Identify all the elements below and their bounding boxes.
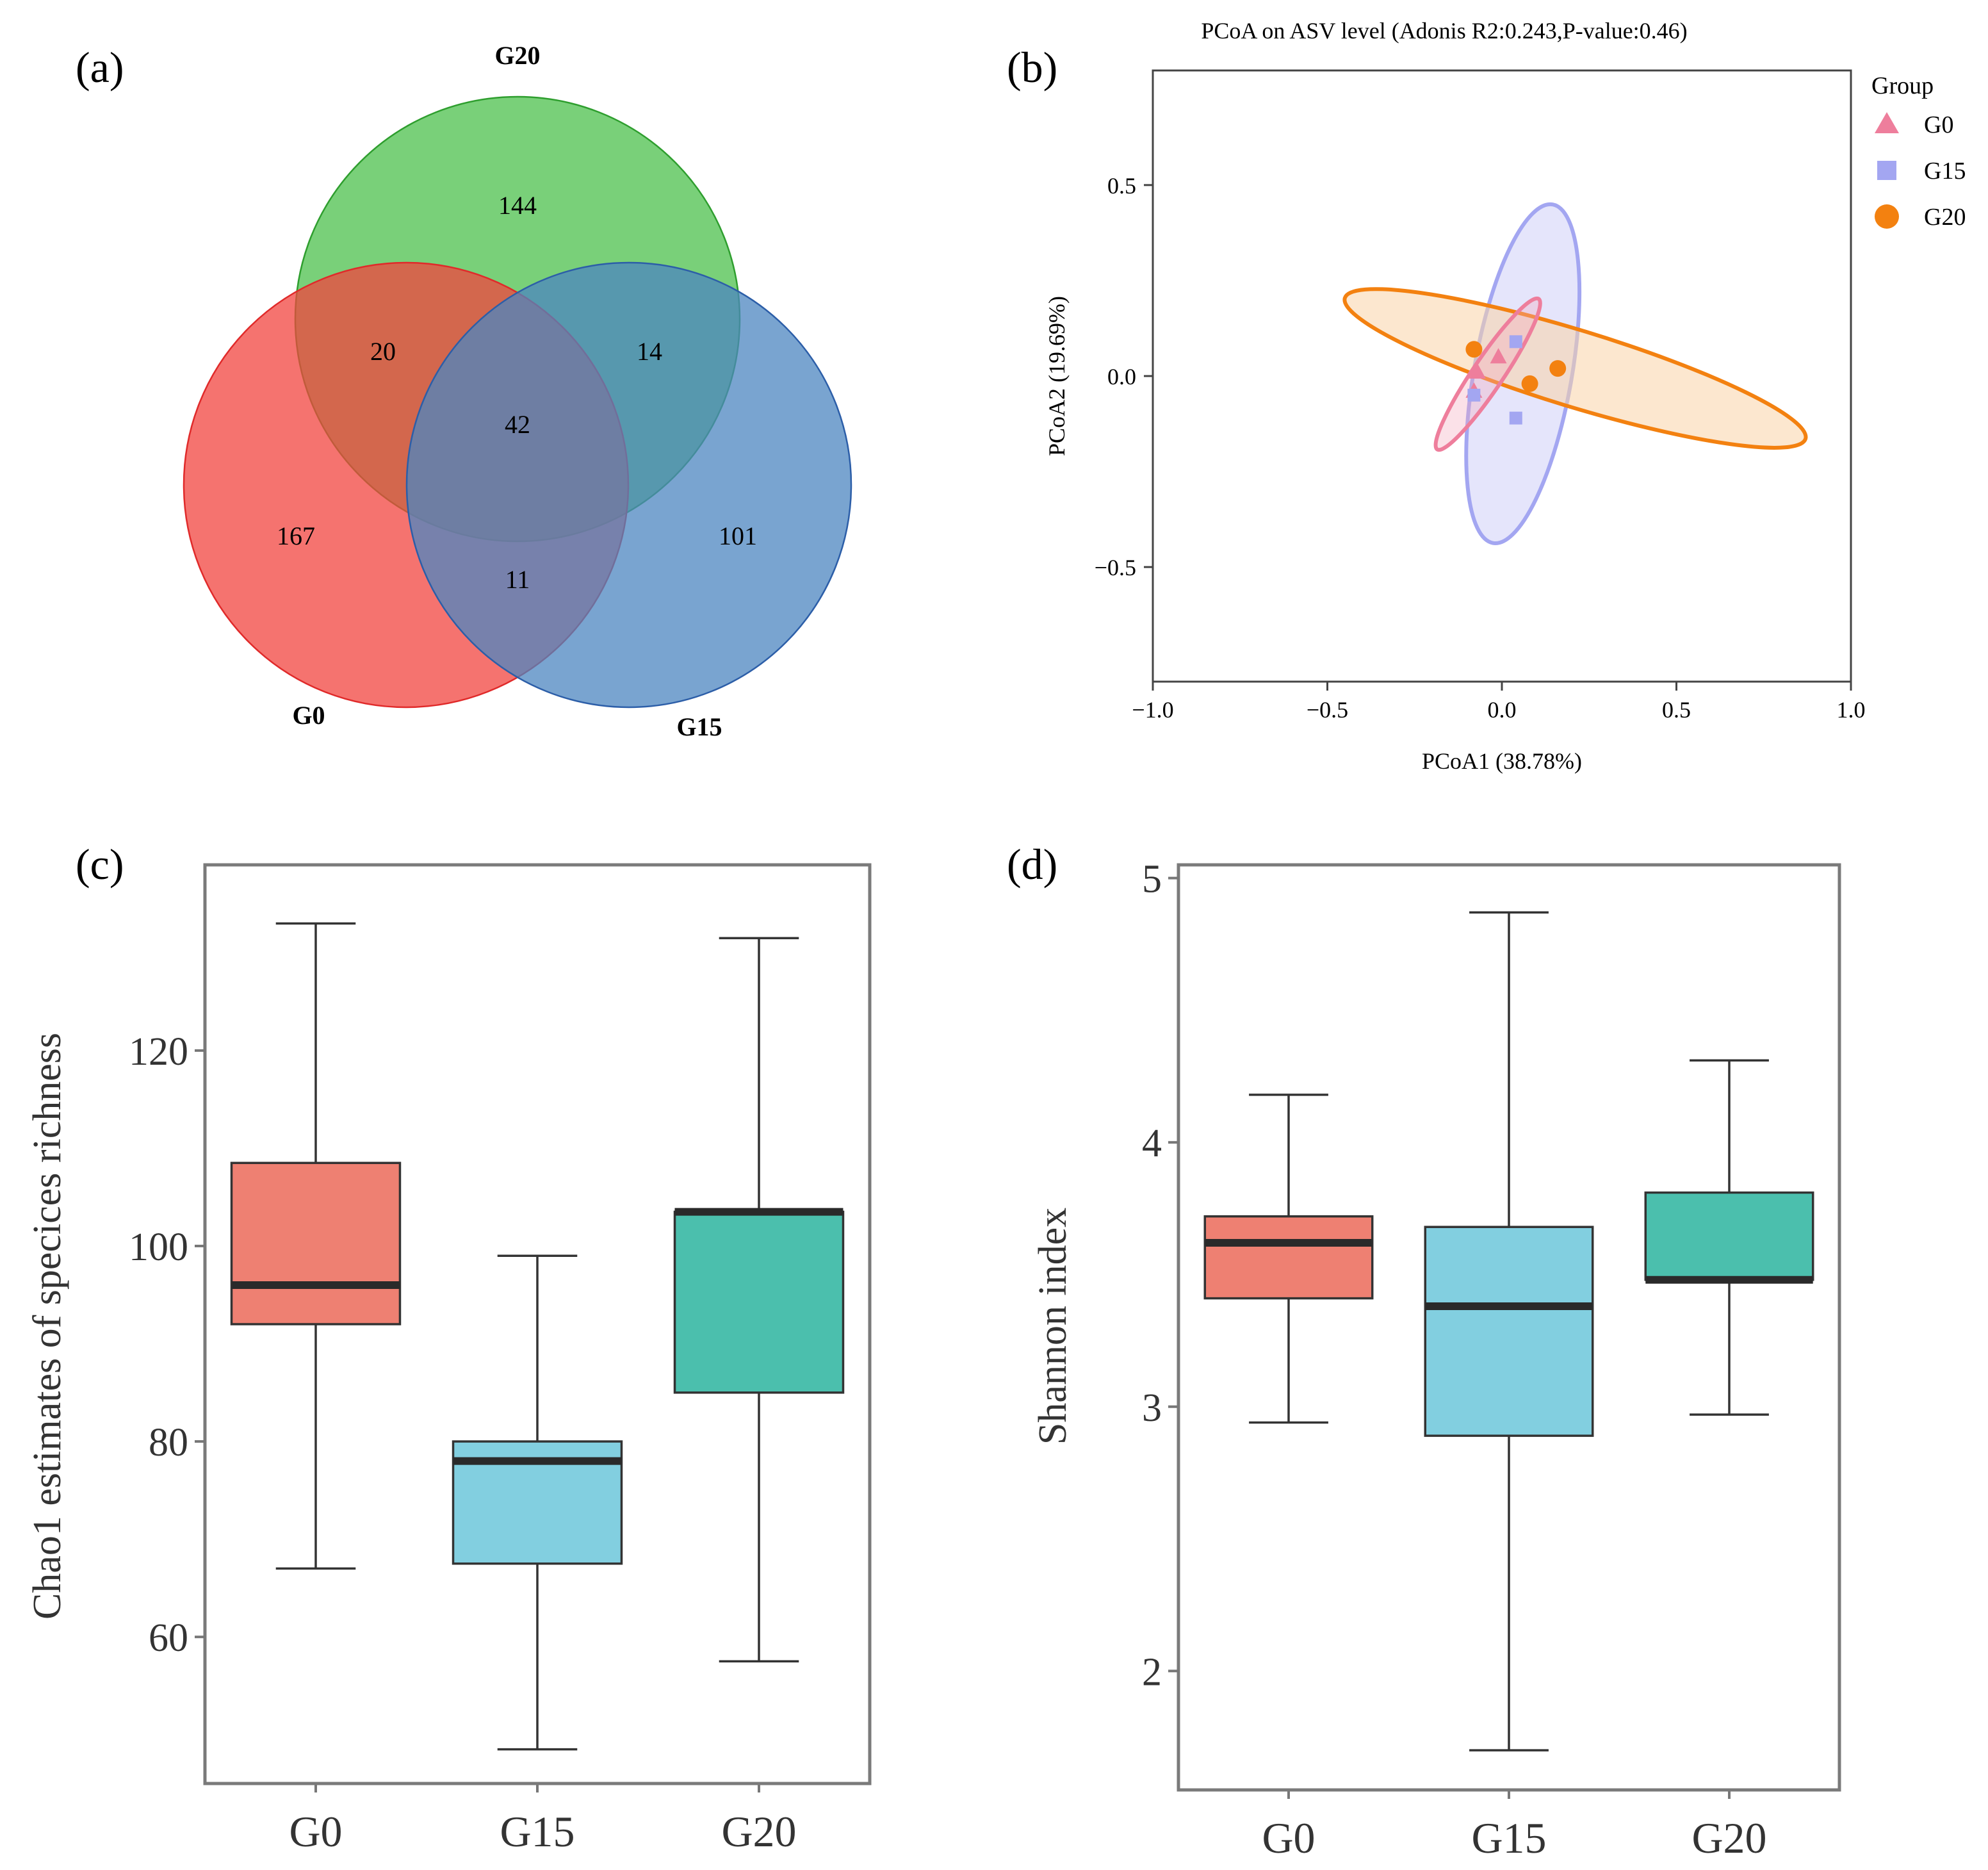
box-c-ytick-label: 120 [129, 1030, 188, 1074]
box-d-ytick-label: 3 [1142, 1386, 1162, 1430]
box-c-box-g20 [673, 1210, 845, 1394]
pcoa-ytick-label: −0.5 [1095, 555, 1136, 580]
pcoa-xtick-label: 0.0 [1488, 697, 1517, 723]
venn-set-label-g15: G15 [676, 712, 722, 741]
venn-region-g0: 167 [277, 521, 315, 550]
panel-c: (c) G0 G15 G20 60 80 100 120 Chao1 estimates of… [26, 840, 872, 1856]
box-d-xtick-label-g0: G0 [1262, 1814, 1315, 1862]
box-d-ytick-label: 5 [1142, 858, 1162, 901]
venn-circle-g15 [405, 261, 852, 709]
box-d-ytick-label: 2 [1142, 1650, 1162, 1694]
pcoa-xtick-label: 1.0 [1837, 697, 1866, 723]
legend-marker-g20 [1875, 204, 1899, 229]
pcoa-point-g20-3 [1549, 360, 1567, 377]
pcoa-legend-title: Group [1871, 72, 1934, 99]
pcoa-point-g20-1 [1465, 341, 1483, 358]
box-c-ytick-label: 100 [129, 1226, 188, 1269]
box-c-xtick-label-g15: G15 [500, 1807, 574, 1856]
box-d-box-g0 [1203, 1215, 1374, 1300]
box-d-xtick-label-g20: G20 [1691, 1814, 1766, 1862]
panel-d: (d) G0 G15 G20 2 3 4 5 Shannon index [1007, 840, 1841, 1862]
pcoa-xtick-label: 0.5 [1662, 697, 1691, 723]
pcoa-ytick-label: 0.0 [1107, 364, 1136, 390]
pcoa-plot [1342, 202, 1808, 545]
venn-region-g20-g15: 14 [637, 337, 662, 366]
box-d-box-g20 [1644, 1191, 1814, 1281]
panel-b: (b) PCoA on ASV level (Adonis R2:0.243,P… [1007, 18, 1966, 774]
legend-marker-g0 [1875, 112, 1899, 133]
pcoa-point-g20-2 [1521, 375, 1538, 392]
box-c-frame [203, 863, 872, 1785]
pcoa-ytick-label: 0.5 [1107, 173, 1136, 199]
venn-region-g20: 144 [498, 191, 537, 220]
panel-d-label: (d) [1007, 840, 1057, 889]
venn-circles [183, 95, 852, 709]
legend-marker-g15 [1877, 161, 1896, 180]
box-c-xtick-label-g0: G0 [289, 1807, 342, 1856]
venn-region-g0-g20-g15: 42 [505, 410, 530, 439]
venn-labels: G20 G0 G15 144 167 101 20 14 11 42 [277, 41, 757, 741]
box-d-ytick-label: 4 [1142, 1122, 1162, 1165]
venn-region-g15: 101 [719, 521, 757, 550]
pcoa-point-g0-2 [1490, 348, 1507, 364]
pcoa-title: PCoA on ASV level (Adonis R2:0.243,P-val… [1201, 18, 1687, 44]
pcoa-xlabel: PCoA1 (38.78%) [1422, 748, 1582, 774]
box-c-ylabel: Chao1 estimates of specices richness [26, 1033, 69, 1620]
pcoa-ylabel: PCoA2 (19.69%) [1044, 296, 1070, 456]
box-d-box-g15 [1424, 1226, 1594, 1437]
pcoa-point-g15-1 [1509, 335, 1522, 349]
panel-c-label: (c) [76, 840, 124, 889]
pcoa-legend: Group G0 G15 G20 [1871, 72, 1966, 231]
pcoa-axes: −1.0 −0.5 0.0 0.5 1.0 −0.5 0.0 0.5 PCoA1 (38.78%… [1044, 69, 1866, 774]
box-c-ytick-label: 80 [149, 1421, 188, 1464]
box-c-xtick-label-g20: G20 [721, 1807, 796, 1856]
panel-a: (a) G20 G0 G15 144 167 101 20 14 11 42 [76, 41, 852, 741]
box-d-frame [1177, 863, 1841, 1792]
pcoa-point-g0-1 [1469, 363, 1486, 379]
pcoa-xtick-label: −1.0 [1132, 697, 1173, 723]
box-c-box-g0 [230, 1161, 402, 1325]
legend-label-g20: G20 [1924, 204, 1966, 231]
shannon-boxplot: G0 G15 G20 2 3 4 5 Shannon index [1031, 858, 1841, 1862]
chao1-boxplot: G0 G15 G20 60 80 100 120 Chao1 estimates of spe… [26, 863, 872, 1856]
pcoa-xtick-label: −0.5 [1307, 697, 1348, 723]
venn-set-label-g0: G0 [292, 701, 325, 730]
panel-a-label: (a) [76, 43, 124, 92]
venn-region-g0-g20: 20 [370, 337, 396, 366]
pcoa-point-g15-2 [1467, 388, 1481, 402]
venn-set-label-g20: G20 [494, 41, 540, 70]
box-d-ylabel: Shannon index [1031, 1208, 1075, 1445]
box-c-ytick-label: 60 [149, 1616, 188, 1660]
panel-b-label: (b) [1007, 43, 1057, 92]
legend-label-g15: G15 [1924, 158, 1966, 185]
pcoa-point-g15-3 [1509, 411, 1522, 425]
venn-region-g0-g15: 11 [505, 565, 530, 594]
pcoa-ellipse-g20 [1342, 287, 1808, 450]
box-d-xtick-label-g15: G15 [1471, 1814, 1546, 1862]
legend-label-g0: G0 [1924, 111, 1953, 138]
